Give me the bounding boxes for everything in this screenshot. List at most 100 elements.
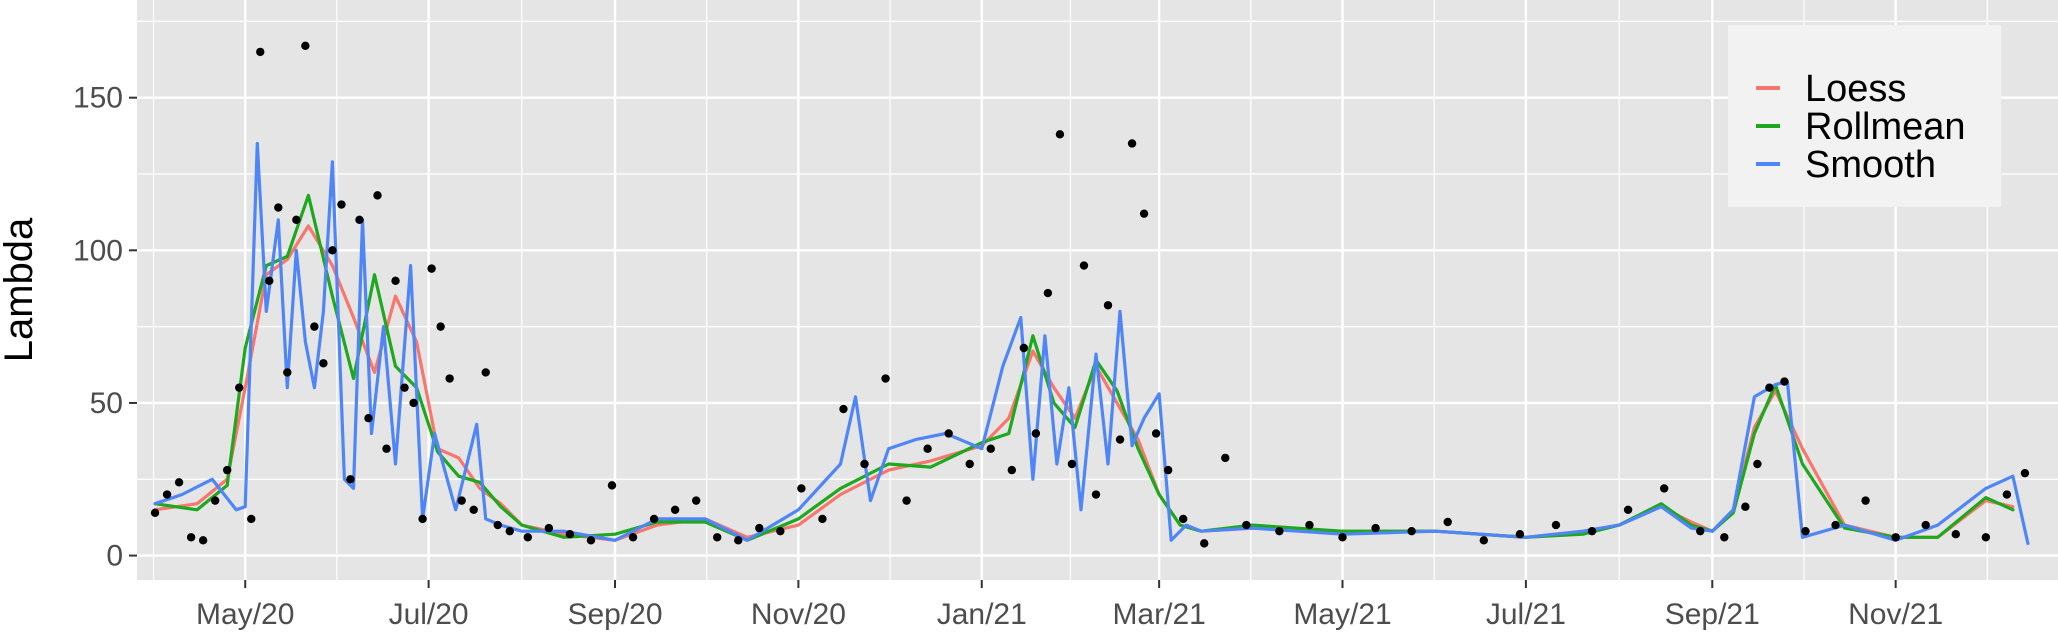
data-point — [818, 514, 827, 524]
data-point — [839, 404, 848, 414]
data-point — [436, 322, 445, 331]
data-point — [776, 526, 785, 536]
data-point — [162, 490, 172, 499]
legend-label-rollmean: Rollmean — [1805, 106, 1966, 148]
data-point — [1479, 536, 1489, 545]
data-point — [174, 478, 184, 487]
data-point — [1163, 465, 1173, 475]
data-point — [409, 398, 418, 408]
points-layer — [150, 41, 2030, 548]
data-point — [1741, 502, 1750, 511]
x-tick-label: Mar/21 — [1112, 598, 1205, 631]
data-point — [1801, 526, 1810, 536]
data-point — [1981, 533, 1991, 542]
data-point — [1587, 526, 1597, 536]
data-point — [292, 215, 301, 224]
data-point — [860, 459, 869, 469]
data-point — [481, 368, 490, 377]
data-point — [247, 514, 256, 524]
data-point — [544, 523, 554, 533]
data-point — [649, 514, 659, 524]
data-point — [1305, 520, 1314, 530]
data-point — [1067, 459, 1077, 469]
y-tick-label: 150 — [73, 82, 123, 115]
data-point — [1091, 490, 1101, 499]
data-point — [1921, 520, 1930, 530]
data-point — [1055, 130, 1065, 139]
y-tick-label: 100 — [73, 234, 123, 267]
data-point — [523, 533, 533, 542]
y-axis: 0 50 100 150 — [73, 82, 137, 573]
data-point — [310, 322, 319, 331]
data-point — [382, 444, 391, 453]
data-point — [691, 496, 701, 505]
data-point — [1623, 505, 1633, 514]
data-point — [222, 465, 232, 475]
data-point — [469, 505, 478, 514]
x-tick-label: Nov/20 — [751, 598, 846, 631]
data-point — [734, 536, 743, 545]
x-tick-label: May/21 — [1293, 598, 1391, 631]
data-point — [265, 276, 274, 286]
data-point — [797, 484, 806, 493]
data-point — [373, 191, 382, 200]
data-point — [1951, 530, 1960, 539]
data-point — [235, 383, 244, 392]
data-point — [198, 536, 208, 545]
data-point — [1221, 453, 1230, 463]
series-layer — [153, 141, 2030, 545]
data-point — [505, 526, 514, 536]
data-point — [1275, 526, 1284, 536]
data-point — [1891, 533, 1900, 542]
data-point — [1831, 520, 1840, 530]
data-point — [337, 200, 346, 209]
data-point — [902, 496, 911, 505]
data-point — [186, 533, 196, 542]
data-point — [1696, 526, 1705, 536]
y-axis-title: Lambda — [0, 217, 41, 362]
data-point — [1551, 520, 1561, 530]
data-point — [2002, 490, 2012, 499]
legend-label-loess: Loess — [1805, 68, 1906, 110]
data-point — [1720, 533, 1729, 542]
data-point — [274, 203, 283, 212]
data-point — [1151, 429, 1161, 438]
data-point — [1103, 301, 1113, 310]
data-point — [1371, 523, 1380, 533]
x-tick-label: Jul/21 — [1486, 598, 1566, 631]
data-point — [1031, 429, 1041, 438]
y-tick-label: 0 — [106, 540, 123, 573]
data-point — [1007, 465, 1017, 475]
data-point — [944, 429, 953, 438]
series-line-smooth — [153, 141, 2030, 545]
x-tick-label: Jul/20 — [389, 598, 469, 631]
data-point — [1139, 209, 1149, 218]
data-point — [1765, 383, 1774, 392]
data-point — [1443, 517, 1452, 527]
data-point — [493, 520, 502, 530]
data-point — [986, 444, 995, 453]
data-point — [1242, 520, 1251, 530]
data-point — [670, 505, 680, 514]
data-point — [965, 459, 974, 469]
data-point — [1515, 530, 1525, 539]
data-point — [400, 383, 409, 392]
x-axis: May/20 Jul/20 Sep/20 Nov/20 Jan/21 Mar/21 May/… — [196, 580, 1943, 631]
data-point — [391, 276, 400, 286]
data-point — [1659, 484, 1669, 493]
data-point — [1127, 139, 1137, 148]
data-point — [1200, 539, 1209, 548]
legend-box — [1728, 25, 2001, 207]
x-tick-label: Jan/21 — [937, 598, 1027, 631]
data-point — [427, 264, 436, 273]
data-point — [628, 533, 638, 542]
data-point — [355, 215, 364, 224]
data-point — [713, 533, 722, 542]
data-point — [2020, 468, 2030, 478]
data-point — [1079, 261, 1089, 270]
x-tick-label: Sep/20 — [567, 598, 662, 631]
data-point — [1178, 514, 1188, 524]
data-point — [755, 523, 764, 533]
